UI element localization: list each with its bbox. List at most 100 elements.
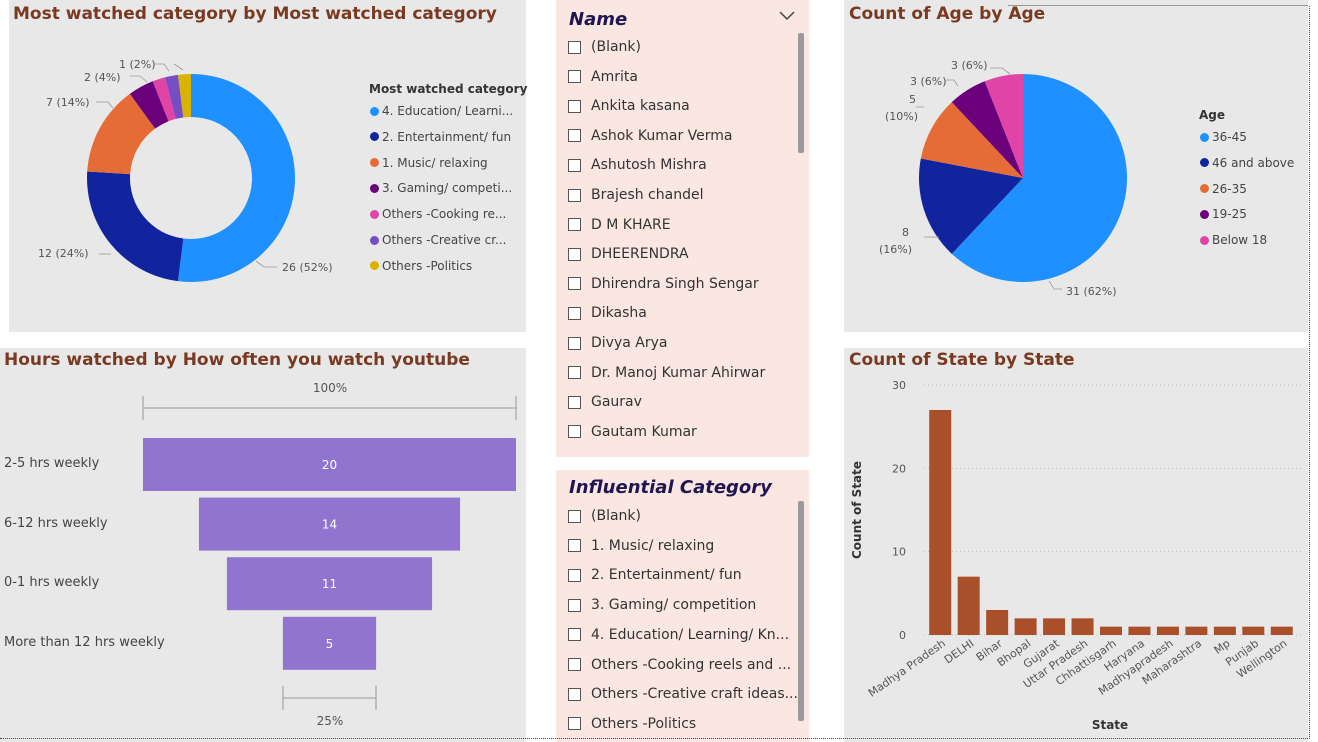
name-slicer-item[interactable]: D M KHARE: [568, 217, 671, 233]
donut-legend-title: Most watched category: [369, 82, 528, 96]
donut-legend-item[interactable]: 2. Entertainment/ fun: [370, 130, 511, 144]
name-slicer-scrollbar[interactable]: [798, 33, 804, 153]
checkbox[interactable]: [568, 218, 581, 232]
influential-slicer-item[interactable]: Others -Politics: [568, 716, 696, 732]
bar-chhattisgarh[interactable]: [1100, 626, 1122, 635]
name-slicer-item[interactable]: Dr. Manoj Kumar Ahirwar: [568, 365, 765, 381]
checkbox[interactable]: [568, 539, 581, 553]
influential-slicer[interactable]: [556, 470, 809, 742]
checkbox[interactable]: [568, 277, 581, 291]
checkbox[interactable]: [568, 598, 581, 612]
name-slicer-item[interactable]: Amrita: [568, 69, 638, 85]
checkbox[interactable]: [568, 568, 581, 582]
bar-y-tick: 30: [892, 379, 906, 392]
pie-slice-36-45[interactable]: [951, 74, 1127, 283]
age-legend-item[interactable]: 26-35: [1200, 182, 1247, 196]
funnel-bar[interactable]: [143, 438, 516, 491]
bar-mp[interactable]: [1213, 626, 1236, 635]
name-slicer-item[interactable]: Brajesh chandel: [568, 187, 703, 203]
name-slicer-item[interactable]: Divya Arya: [568, 335, 667, 351]
name-slicer-item[interactable]: Gautam Kumar: [568, 424, 697, 440]
pie-slice-26-35[interactable]: [920, 102, 1023, 178]
checkbox[interactable]: [568, 658, 581, 671]
donut-slice-3-gaming-competi[interactable]: [129, 81, 169, 129]
checkbox[interactable]: [568, 158, 581, 172]
donut-slice-others-politics[interactable]: [177, 74, 191, 118]
donut-slice-others-creative-cr[interactable]: [165, 74, 184, 119]
checkbox[interactable]: [568, 395, 581, 409]
pie-slice-46-and-above[interactable]: [919, 158, 1023, 254]
checkbox[interactable]: [568, 99, 581, 113]
age-pie-chart[interactable]: 31 (62%) 8 (16%) 5 (10%) 3 (6%) 3 (6%): [844, 0, 1308, 332]
name-slicer-item[interactable]: Dhirendra Singh Sengar: [568, 276, 759, 292]
name-slicer-item[interactable]: (Blank): [568, 39, 641, 55]
name-slicer[interactable]: [556, 0, 809, 457]
checkbox[interactable]: [568, 40, 581, 54]
bar-madhyapradesh[interactable]: [1156, 626, 1179, 635]
bar-haryana[interactable]: [1128, 626, 1151, 635]
influential-slicer-item[interactable]: (Blank): [568, 508, 641, 524]
donut-legend-item[interactable]: 4. Education/ Learni...: [370, 104, 513, 118]
bar-maharashtra[interactable]: [1185, 626, 1208, 635]
donut-slice-others-cooking-re[interactable]: [152, 77, 176, 122]
donut-legend-item[interactable]: Others -Creative cr...: [370, 233, 506, 247]
age-legend-item[interactable]: 19-25: [1200, 207, 1247, 221]
name-slicer-item[interactable]: Gaurav: [568, 394, 642, 410]
influential-slicer-item[interactable]: Others -Cooking reels and ...: [568, 657, 791, 673]
checkbox[interactable]: [568, 366, 581, 380]
checkbox[interactable]: [568, 628, 581, 642]
influential-slicer-item[interactable]: 2. Entertainment/ fun: [568, 567, 742, 583]
checkbox[interactable]: [568, 70, 581, 84]
bar-delhi[interactable]: [957, 576, 980, 635]
donut-chart[interactable]: 26 (52%) 12 (24%) 7 (14%) 2 (4%) 1 (2%): [9, 0, 526, 332]
age-legend-item[interactable]: 36-45: [1200, 130, 1247, 144]
age-legend-item[interactable]: 46 and above: [1200, 156, 1294, 170]
bar-bhopal[interactable]: [1014, 618, 1037, 635]
checkbox[interactable]: [568, 247, 581, 261]
influential-slicer-item[interactable]: 1. Music/ relaxing: [568, 538, 714, 554]
influential-slicer-scrollbar[interactable]: [798, 501, 804, 721]
checkbox[interactable]: [568, 306, 581, 320]
bar-punjab[interactable]: [1242, 626, 1265, 635]
donut-legend-item[interactable]: Others -Politics: [370, 259, 472, 273]
influential-slicer-item[interactable]: 3. Gaming/ competition: [568, 597, 756, 613]
checkbox[interactable]: [568, 687, 581, 701]
checkbox[interactable]: [568, 188, 581, 202]
bar-wellington[interactable]: [1270, 626, 1293, 635]
pie-slice-19-25[interactable]: [951, 81, 1023, 178]
bar-uttar-pradesh[interactable]: [1071, 618, 1094, 635]
funnel-bar[interactable]: [226, 557, 433, 611]
influential-slicer-item[interactable]: 4. Education/ Learning/ Kn...: [568, 627, 789, 643]
donut-legend-item[interactable]: 3. Gaming/ competi...: [370, 181, 512, 195]
checkbox[interactable]: [568, 509, 581, 523]
bar-madhya-pradesh[interactable]: [929, 410, 952, 635]
state-bar-panel[interactable]: [844, 348, 1308, 742]
donut-legend-item[interactable]: 1. Music/ relaxing: [370, 156, 488, 170]
checkbox[interactable]: [568, 129, 581, 143]
funnel-bar[interactable]: [198, 497, 461, 551]
funnel-bar[interactable]: [282, 616, 377, 670]
name-slicer-item[interactable]: Ashutosh Mishra: [568, 157, 707, 173]
bar-bihar[interactable]: [986, 610, 1009, 635]
pie-slice-below-18[interactable]: [984, 74, 1023, 178]
name-slicer-item[interactable]: DHEERENDRA: [568, 246, 689, 262]
age-legend-item[interactable]: Below 18: [1200, 233, 1267, 247]
chevron-down-icon[interactable]: [778, 10, 796, 22]
checkbox[interactable]: [568, 717, 581, 731]
donut-legend-item[interactable]: Others -Cooking re...: [370, 207, 506, 221]
donut-slice-4-education-learni[interactable]: [177, 74, 295, 282]
donut-label-small: 1 (2%): [119, 58, 156, 71]
checkbox[interactable]: [568, 425, 581, 439]
funnel-bar-value: 11: [322, 577, 337, 591]
bar-gujarat[interactable]: [1043, 618, 1066, 635]
donut-slice-2-entertainment-fun[interactable]: [87, 171, 184, 282]
name-slicer-item[interactable]: Ankita kasana: [568, 98, 690, 114]
name-slicer-item[interactable]: Dikasha: [568, 305, 647, 321]
donut-slice-1-music-relaxing[interactable]: [87, 93, 156, 175]
name-slicer-item[interactable]: Ashok Kumar Verma: [568, 128, 732, 144]
funnel-chart[interactable]: 100% 20 14 11 5 25%: [0, 348, 526, 742]
influential-slicer-item[interactable]: Others -Creative craft ideas...: [568, 686, 798, 702]
pie-label-below-18: 3 (6%): [951, 59, 988, 72]
checkbox[interactable]: [568, 336, 581, 350]
